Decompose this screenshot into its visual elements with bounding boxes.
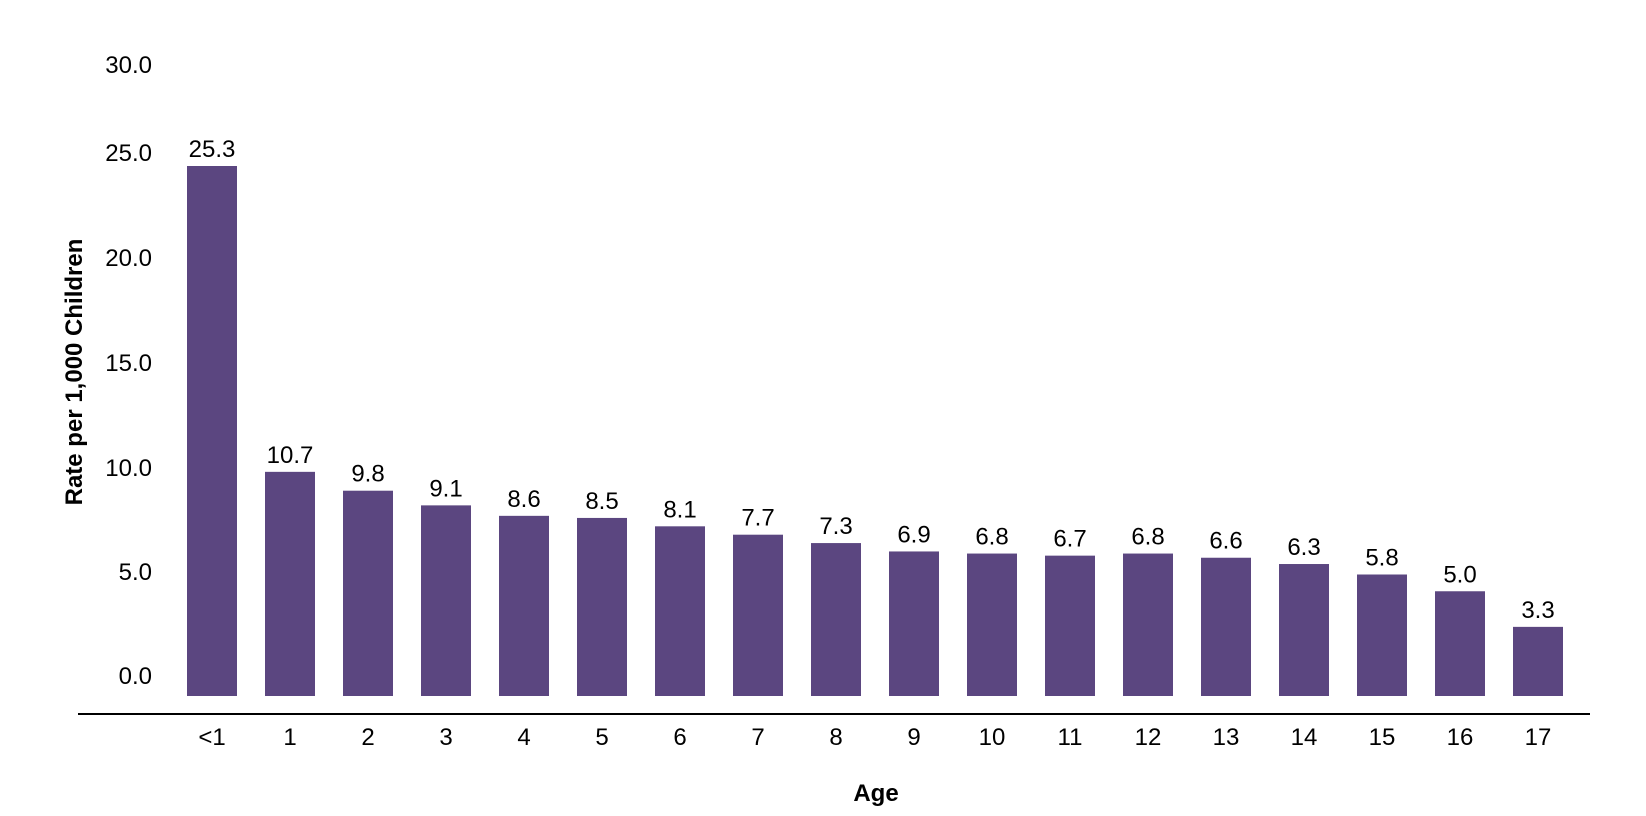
x-tick-label: 14 bbox=[1291, 724, 1318, 751]
bar bbox=[265, 471, 315, 696]
bar-value-label: 9.8 bbox=[351, 461, 384, 488]
x-tick-label: 1 bbox=[283, 724, 296, 751]
x-tick-label: 8 bbox=[829, 724, 842, 751]
bar bbox=[1357, 574, 1407, 696]
bar bbox=[811, 543, 861, 696]
bar-value-label: 6.9 bbox=[897, 521, 930, 548]
x-tick-label: 5 bbox=[595, 724, 608, 751]
x-tick-label: 11 bbox=[1058, 724, 1083, 751]
bar bbox=[655, 526, 705, 696]
bar-value-label: 6.8 bbox=[1131, 524, 1164, 551]
bar bbox=[733, 534, 783, 696]
bar bbox=[343, 490, 393, 696]
x-tick-label: 15 bbox=[1369, 724, 1396, 751]
y-tick-label: 30.0 bbox=[105, 52, 152, 79]
bar-value-label: 5.8 bbox=[1365, 544, 1398, 571]
bar-value-label: 5.0 bbox=[1443, 561, 1476, 588]
y-tick-label: 5.0 bbox=[119, 559, 152, 586]
x-tick-label: 6 bbox=[673, 724, 686, 751]
bar bbox=[889, 551, 939, 696]
y-tick-label: 15.0 bbox=[105, 350, 152, 377]
bar bbox=[1123, 553, 1173, 696]
y-axis-ticks: 0.0 5.0 10.0 15.0 20.0 25.0 30.0 bbox=[105, 52, 152, 690]
x-tick-label: 12 bbox=[1135, 724, 1162, 751]
x-tick-label: 7 bbox=[751, 724, 764, 751]
bar bbox=[1435, 591, 1485, 696]
x-tick-label: <1 bbox=[198, 724, 225, 751]
y-axis-title: Rate per 1,000 Children bbox=[61, 239, 88, 506]
bar-value-label: 7.3 bbox=[819, 513, 852, 540]
bar-value-label: 6.6 bbox=[1209, 528, 1242, 555]
y-tick-label: 10.0 bbox=[105, 455, 152, 482]
bar-value-label: 7.7 bbox=[741, 505, 774, 532]
bar-value-label: 8.5 bbox=[585, 488, 618, 515]
bar-value-label: 9.1 bbox=[429, 475, 462, 502]
bar-value-label: 25.3 bbox=[189, 136, 236, 163]
bar bbox=[577, 517, 627, 696]
bar-value-label: 8.6 bbox=[507, 486, 540, 513]
y-tick-label: 25.0 bbox=[105, 140, 152, 167]
bar bbox=[1045, 555, 1095, 696]
bar-value-label: 10.7 bbox=[267, 442, 314, 469]
x-tick-label: 17 bbox=[1525, 724, 1552, 751]
x-tick-label: 9 bbox=[907, 724, 920, 751]
bar-value-label: 3.3 bbox=[1521, 597, 1554, 624]
bar bbox=[499, 515, 549, 696]
bar bbox=[1279, 564, 1329, 696]
y-tick-label: 20.0 bbox=[105, 245, 152, 272]
x-tick-label: 2 bbox=[361, 724, 374, 751]
y-tick-label: 0.0 bbox=[119, 663, 152, 690]
bar bbox=[1513, 626, 1563, 696]
bar bbox=[1201, 557, 1251, 696]
bar-value-labels: 25.3 10.7 9.8 9.1 8.6 8.5 8.1 7.7 7.3 6.9 6.8 6.7 6.… bbox=[189, 136, 1555, 624]
bar bbox=[421, 505, 471, 696]
x-axis-title: Age bbox=[853, 780, 898, 807]
x-tick-label: 16 bbox=[1447, 724, 1474, 751]
x-axis-ticks: <1 1 2 3 4 5 6 7 8 9 10 11 12 13 14 15 16 17 bbox=[198, 724, 1551, 751]
bar-value-label: 6.8 bbox=[975, 524, 1008, 551]
bar-value-label: 6.3 bbox=[1287, 534, 1320, 561]
bar-value-label: 8.1 bbox=[663, 496, 696, 523]
bars bbox=[187, 166, 1563, 696]
x-tick-label: 3 bbox=[439, 724, 452, 751]
bar-value-label: 6.7 bbox=[1053, 526, 1086, 553]
x-tick-label: 10 bbox=[979, 724, 1006, 751]
x-tick-label: 13 bbox=[1213, 724, 1240, 751]
bar bbox=[187, 166, 237, 696]
bar bbox=[967, 553, 1017, 696]
x-tick-label: 4 bbox=[517, 724, 530, 751]
